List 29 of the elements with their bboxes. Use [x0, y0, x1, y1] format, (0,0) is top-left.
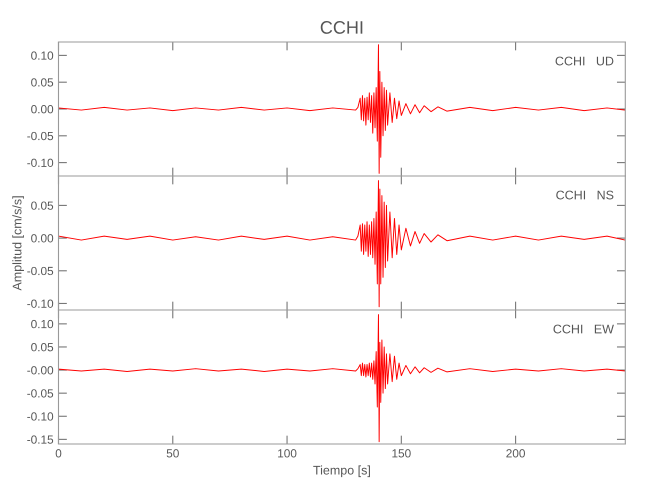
annotation: CCHI NS	[556, 190, 614, 200]
y-tick-label: -0.15	[27, 435, 54, 444]
x-tick-label: 150	[392, 449, 411, 458]
x-tick-label: 50	[166, 449, 179, 458]
y-tick-label: -0.10	[27, 299, 54, 308]
y-tick-label: -0.00	[27, 366, 54, 374]
y-tick-label: -0.10	[27, 158, 54, 167]
y-tick-label: -0.10	[27, 412, 54, 421]
y-tick-label: 0.10	[31, 51, 54, 60]
annotation: CCHI UD	[556, 56, 614, 66]
chart-title: CCHI	[320, 21, 362, 34]
y-tick-label: 0.05	[31, 201, 54, 210]
y-tick-label: 0.00	[31, 105, 54, 114]
y-tick-label: -0.05	[27, 132, 54, 140]
line-series	[58, 44, 626, 174]
y-tick-label: -0.05	[27, 266, 54, 276]
y-tick-label: 0.10	[31, 320, 54, 328]
x-tick-label: 100	[278, 449, 296, 458]
x-tick-label: 0	[56, 449, 62, 458]
y-tick-label: 0.05	[31, 78, 54, 87]
y-tick-label: 0.00	[31, 234, 54, 242]
annotation: CCHI EW	[553, 324, 614, 334]
y-tick-label: -0.05	[27, 389, 54, 398]
y-tick-label: 0.05	[31, 343, 54, 352]
line-series	[58, 314, 626, 442]
line-series	[58, 180, 626, 308]
x-axis-title: Tiempo [s]	[313, 465, 370, 478]
y-axis-title: Amplitud [cm/s/s]	[12, 196, 24, 291]
x-tick-label: 200	[506, 449, 525, 458]
